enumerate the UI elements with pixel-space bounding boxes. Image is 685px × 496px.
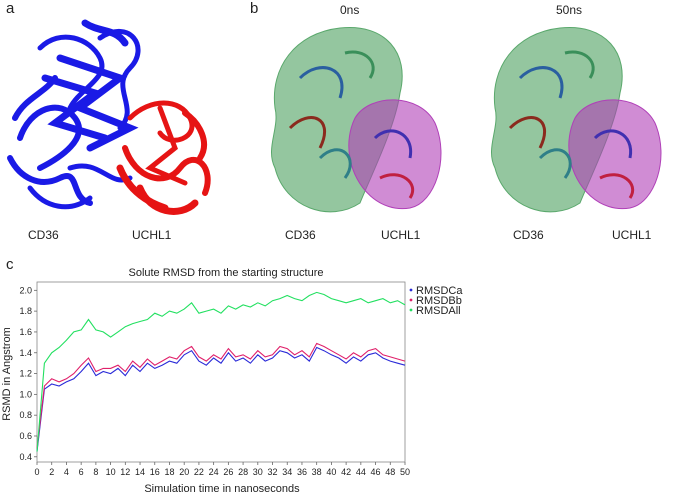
cd36-ribbon-segment bbox=[81, 19, 129, 47]
chart-title: Solute RMSD from the starting structure bbox=[128, 267, 323, 279]
x-tick-label: 30 bbox=[253, 467, 263, 477]
x-tick-label: 12 bbox=[120, 467, 130, 477]
x-tick-label: 8 bbox=[93, 467, 98, 477]
rmsd-chart: Solute RMSD from the starting structure … bbox=[1, 267, 463, 494]
series-line-rmsdall bbox=[36, 291, 406, 452]
series-line-rmsdbb bbox=[36, 342, 406, 449]
x-tick-label: 36 bbox=[297, 467, 307, 477]
panel-a-caption-uchl1: UCHL1 bbox=[132, 228, 172, 242]
x-tick-label: 0 bbox=[34, 467, 39, 477]
cd36-ribbon-segment bbox=[12, 75, 58, 121]
cd36-ribbon bbox=[7, 19, 141, 210]
panel-b-caption-cd36-0ns: CD36 bbox=[285, 228, 316, 242]
surface-ribbon-segment bbox=[288, 116, 327, 149]
y-tick-label: 1.2 bbox=[19, 369, 32, 379]
x-tick-label: 38 bbox=[312, 467, 322, 477]
legend-marker-rmsdca bbox=[409, 288, 413, 292]
chart-ylabel: RSMD in Angstrom bbox=[1, 327, 13, 421]
legend-marker-rmsdall bbox=[409, 308, 413, 312]
panel-c-label: c bbox=[6, 256, 14, 273]
plot-frame bbox=[36, 281, 406, 463]
series-line-rmsdca bbox=[36, 346, 406, 452]
surface-ribbon-segment bbox=[599, 173, 635, 199]
y-tick-label: 1.0 bbox=[19, 389, 32, 399]
x-tick-label: 24 bbox=[209, 467, 219, 477]
panel-a-label: a bbox=[6, 0, 15, 17]
cd36-ribbon-segment bbox=[97, 29, 141, 131]
panel-b-caption-uchl1-0ns: UCHL1 bbox=[381, 228, 421, 242]
uchl1-ribbon-segment bbox=[145, 105, 188, 186]
series-lines bbox=[36, 291, 406, 452]
x-tick-label: 44 bbox=[356, 467, 366, 477]
y-tick-label: 0.4 bbox=[19, 452, 32, 462]
panel-b-time-50: 50ns bbox=[556, 3, 583, 17]
panel-b-time-0: 0ns bbox=[340, 3, 360, 17]
x-tick-label: 48 bbox=[385, 467, 395, 477]
surface-ribbon-segment bbox=[373, 129, 413, 159]
panel-b-caption-uchl1-50ns: UCHL1 bbox=[612, 228, 652, 242]
x-tick-label: 26 bbox=[223, 467, 233, 477]
panel-b-label: b bbox=[250, 0, 259, 17]
surface-ribbon-segment bbox=[508, 116, 547, 149]
cd36-ribbon-segment bbox=[41, 74, 109, 142]
x-tick-label: 34 bbox=[282, 467, 292, 477]
surface-ribbon-segment bbox=[564, 50, 595, 79]
uchl1-ribbon-segment bbox=[116, 164, 169, 212]
uchl1-ribbon-segment bbox=[122, 145, 211, 196]
y-tick-label: 1.6 bbox=[19, 327, 32, 337]
x-tick-label: 28 bbox=[238, 467, 248, 477]
x-tick-label: 6 bbox=[79, 467, 84, 477]
cd36-ribbon-segment bbox=[7, 155, 93, 206]
x-tick-label: 2 bbox=[49, 467, 54, 477]
y-tick-label: 0.8 bbox=[19, 410, 32, 420]
x-tick-label: 22 bbox=[194, 467, 204, 477]
panel-a-structure bbox=[7, 19, 211, 215]
x-ticks: 0 2 4 6 8 10 12 14 16 18 20 22 24 26 28 30 32 34 36 38 40 42 4… bbox=[34, 462, 410, 477]
chart-xlabel: Simulation time in nanoseconds bbox=[144, 483, 300, 494]
x-tick-label: 14 bbox=[135, 467, 145, 477]
cd36-ribbon-segment bbox=[27, 185, 93, 210]
surface-ribbon-segment bbox=[518, 66, 564, 99]
x-tick-label: 16 bbox=[150, 467, 160, 477]
uchl1-surface bbox=[348, 99, 442, 210]
legend-marker-rmsdbb bbox=[409, 298, 413, 302]
x-tick-label: 20 bbox=[179, 467, 189, 477]
y-tick-label: 0.6 bbox=[19, 431, 32, 441]
legend-label-rmsdall: RMSDAll bbox=[416, 305, 461, 317]
legend-label-rmsdbb: RMSDBb bbox=[416, 295, 462, 307]
panel-b-caption-cd36-50ns: CD36 bbox=[513, 228, 544, 242]
cd36-ribbon-segment bbox=[17, 104, 83, 171]
surface-ribbon-segment bbox=[538, 148, 572, 179]
uchl1-surface bbox=[568, 99, 662, 210]
surface-ribbon-segment bbox=[344, 50, 375, 79]
y-ticks: 0.4 0.6 0.8 1.0 1.2 1.4 1.6 1.8 2.0 bbox=[19, 285, 37, 462]
x-tick-label: 46 bbox=[371, 467, 381, 477]
legend-label-rmsdca: RMSDCa bbox=[416, 285, 463, 297]
x-tick-label: 50 bbox=[400, 467, 410, 477]
y-tick-label: 1.4 bbox=[19, 348, 32, 358]
y-tick-label: 1.8 bbox=[19, 306, 32, 316]
uchl1-ribbon-segment bbox=[182, 110, 207, 161]
x-tick-label: 18 bbox=[164, 467, 174, 477]
panel-b-structure-0ns bbox=[271, 26, 442, 213]
panel-b-structure-50ns bbox=[491, 26, 662, 213]
surface-ribbon-segment bbox=[318, 148, 352, 179]
x-tick-label: 4 bbox=[64, 467, 69, 477]
surface-ribbon-segment bbox=[298, 66, 344, 99]
x-tick-label: 32 bbox=[268, 467, 278, 477]
panel-a-caption-cd36: CD36 bbox=[28, 228, 59, 242]
x-tick-label: 40 bbox=[326, 467, 336, 477]
uchl1-ribbon bbox=[116, 100, 211, 215]
x-tick-label: 42 bbox=[341, 467, 351, 477]
surface-ribbon-segment bbox=[379, 173, 415, 199]
x-tick-label: 10 bbox=[106, 467, 116, 477]
surface-ribbon-segment bbox=[593, 129, 633, 159]
y-tick-label: 2.0 bbox=[19, 285, 32, 295]
